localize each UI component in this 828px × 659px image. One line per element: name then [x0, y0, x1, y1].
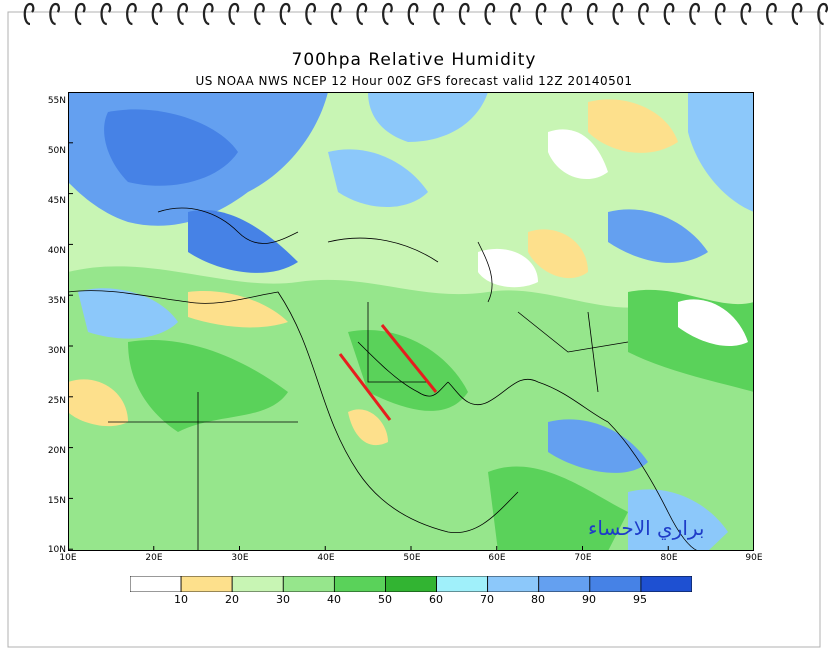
colorbar-label: 80 — [531, 593, 545, 606]
colorbar-swatch — [333, 576, 386, 592]
spiral-ring — [740, 2, 752, 26]
colorbar-swatch — [640, 576, 692, 592]
colorbar-label: 60 — [429, 593, 443, 606]
colorbar-label: 20 — [225, 593, 239, 606]
colorbar-swatch — [538, 576, 591, 592]
spiral-ring — [305, 2, 316, 26]
spiral-ring — [49, 2, 60, 26]
spiral-ring — [484, 2, 496, 26]
spiral-ring — [663, 2, 675, 26]
spiral-ring — [151, 2, 163, 26]
coastlines — [68, 207, 699, 551]
lat-label: 35N — [47, 296, 66, 306]
spiral-rings — [23, 2, 828, 26]
colorbar-swatch — [487, 576, 540, 592]
spiral-ring — [330, 2, 342, 26]
lon-label: 30E — [231, 553, 249, 563]
colorbar-label: 40 — [327, 593, 341, 606]
lat-label: 50N — [47, 146, 66, 156]
spiral-ring — [586, 2, 598, 26]
map-title: 700hpa Relative Humidity — [291, 50, 537, 70]
lon-label: 90E — [745, 553, 763, 563]
lat-label: 10N — [47, 545, 66, 555]
spiral-ring — [23, 2, 35, 26]
annotation-line-left — [338, 353, 392, 421]
lon-label: 50E — [403, 553, 421, 563]
spiral-ring — [177, 2, 188, 26]
spiral-ring — [74, 2, 86, 26]
lat-label: 55N — [47, 96, 66, 106]
spiral-ring — [535, 2, 547, 26]
spiral-ring — [382, 2, 393, 26]
colorbar — [130, 576, 692, 592]
axis-ticks — [68, 92, 754, 551]
spiral-ring — [612, 2, 624, 26]
spiral-ring — [766, 2, 777, 26]
colorbar-label: 70 — [480, 593, 494, 606]
spiral-ring — [407, 2, 419, 26]
lon-label: 70E — [574, 553, 592, 563]
lon-label: 20E — [145, 553, 163, 563]
spiral-ring — [638, 2, 649, 26]
colorbar-swatch — [231, 576, 284, 592]
spiral-ring — [202, 2, 214, 26]
spiral-ring — [689, 2, 700, 26]
lat-label: 45N — [47, 196, 66, 206]
lat-label: 15N — [47, 496, 66, 506]
colorbar-swatch — [589, 576, 642, 592]
spiral-ring — [126, 2, 137, 26]
spiral-ring — [356, 2, 368, 26]
spiral-ring — [561, 2, 572, 26]
spiral-ring — [510, 2, 521, 26]
colorbar-swatch — [180, 576, 233, 592]
lon-label: 40E — [317, 553, 335, 563]
spiral-ring — [817, 2, 828, 26]
humidity-map — [68, 92, 754, 551]
spiral-ring — [254, 2, 265, 26]
spiral-ring — [100, 2, 112, 26]
lat-label: 40N — [47, 246, 66, 256]
spiral-ring — [791, 2, 803, 26]
spiral-ring — [458, 2, 470, 26]
colorbar-label: 50 — [378, 593, 392, 606]
colorbar-swatch — [282, 576, 335, 592]
spiral-ring — [714, 2, 726, 26]
spiral-ring — [433, 2, 444, 26]
lat-label: 30N — [47, 346, 66, 356]
colorbar-swatch — [436, 576, 489, 592]
colorbar-label: 95 — [633, 593, 647, 606]
colorbar-label: 90 — [582, 593, 596, 606]
colorbar-swatch — [130, 576, 182, 592]
lat-label: 25N — [47, 396, 66, 406]
colorbar-label: 10 — [174, 593, 188, 606]
lon-label: 80E — [660, 553, 678, 563]
lat-label: 20N — [47, 446, 66, 456]
lon-label: 60E — [488, 553, 506, 563]
spiral-ring — [228, 2, 240, 26]
spiral-ring — [279, 2, 291, 26]
colorbar-swatch — [385, 576, 437, 592]
annotation-line-right — [380, 324, 438, 393]
map-subtitle: US NOAA NWS NCEP 12 Hour 00Z GFS forecas… — [195, 74, 633, 88]
watermark-text: براري الاحساء — [588, 516, 705, 540]
colorbar-label: 30 — [276, 593, 290, 606]
lon-label: 10E — [59, 553, 77, 563]
